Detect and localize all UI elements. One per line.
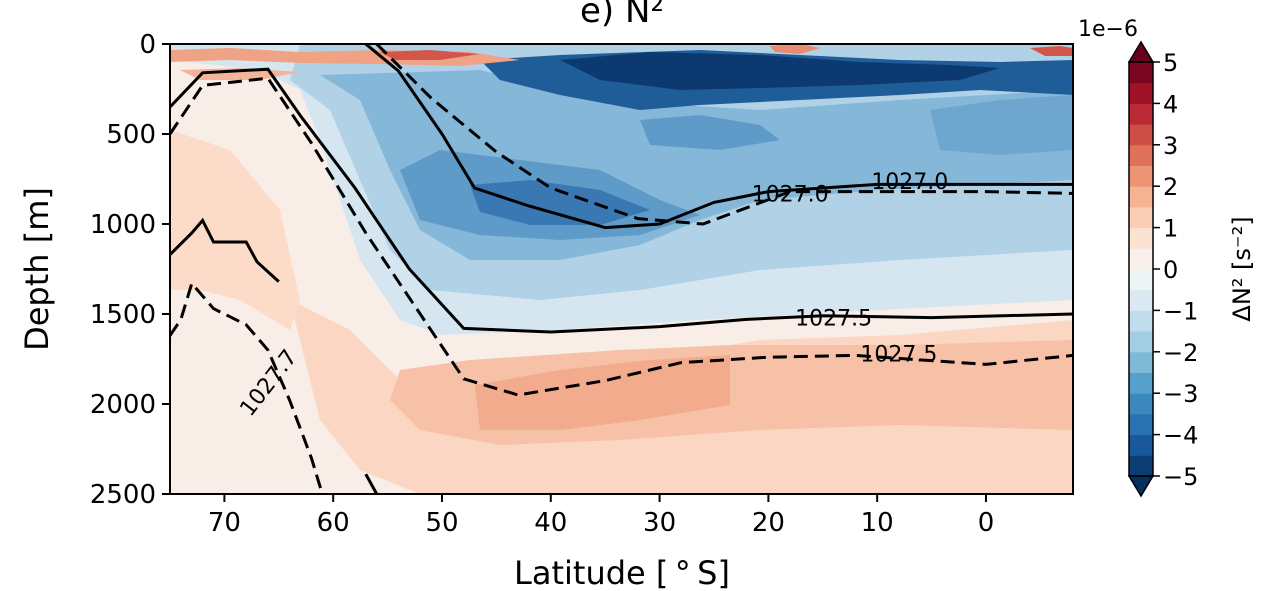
y-tick-label: 2500 <box>90 480 156 510</box>
contour-1027-5-solid <box>170 67 1073 334</box>
colorbar-extend-bottom <box>1127 475 1155 498</box>
colorbar-offset-text: 1e−6 <box>1078 17 1138 42</box>
contour-label: 1027.5 <box>795 307 872 332</box>
colorbar-tick-label: 0 <box>1163 256 1178 284</box>
colorbar-level <box>1129 82 1153 104</box>
contour-lines <box>170 44 1073 494</box>
y-tick-label: 1500 <box>90 300 156 330</box>
filled-contours <box>170 44 1073 494</box>
colorbar-level <box>1129 310 1153 332</box>
colorbar-level <box>1129 186 1153 208</box>
colorbar-tick-label: −3 <box>1163 380 1198 408</box>
colorbar-tick-label: −5 <box>1163 463 1198 491</box>
field-left-positive <box>170 130 300 330</box>
field-surface-positive-3 <box>1030 46 1073 56</box>
x-tick-label: 20 <box>752 508 785 538</box>
y-tick-label: 0 <box>139 30 156 60</box>
colorbar-tick-label: 3 <box>1163 132 1178 160</box>
colorbar-level <box>1129 413 1153 436</box>
colorbar-level <box>1129 393 1153 415</box>
colorbar-level <box>1129 434 1153 456</box>
contour-label: 1027.0 <box>752 182 829 207</box>
x-tick-label: 70 <box>208 508 241 538</box>
x-tick-label: 50 <box>425 508 458 538</box>
x-tick-label: 60 <box>317 508 350 538</box>
colorbar-tick-label: −2 <box>1163 339 1198 367</box>
field-negative-right <box>930 95 1073 155</box>
x-tick-label: 0 <box>978 508 995 538</box>
colorbar-level <box>1129 227 1153 249</box>
colorbar-tick-label: 1 <box>1163 215 1178 243</box>
colorbar-label: ΔN² [s⁻²] <box>1228 216 1256 321</box>
contour-1027-0-dashed <box>375 44 1073 226</box>
colorbar: 5 4 3 2 1 0 −1 −2 −3 −4 −5 1e−6 ΔN² [s⁻²] <box>1078 17 1256 498</box>
colorbar-level <box>1129 103 1153 125</box>
colorbar-level <box>1129 62 1153 84</box>
colorbar-level <box>1129 455 1153 477</box>
contour-1027-0-solid <box>364 44 1073 230</box>
colorbar-level <box>1129 144 1153 166</box>
y-tick-label: 1000 <box>90 210 156 240</box>
colorbar-level <box>1129 206 1153 229</box>
colorbar-level <box>1129 165 1153 187</box>
colorbar-level <box>1129 248 1153 270</box>
field-surface-negative-dark <box>560 52 1000 90</box>
field-deep-positive-3 <box>475 355 730 430</box>
colorbar-level <box>1129 351 1153 373</box>
colorbar-level <box>1129 372 1153 394</box>
contour-deep-fragment <box>364 473 379 494</box>
x-axis-label: Latitude [ ° S] <box>514 554 730 591</box>
contour-label: 1027.0 <box>871 170 948 195</box>
contour-1027-5-dashed <box>170 76 1073 397</box>
colorbar-tick-label: −1 <box>1163 297 1198 325</box>
y-tick-label: 500 <box>106 120 156 150</box>
y-tick-label: 2000 <box>90 390 156 420</box>
x-tick-label: 30 <box>643 508 676 538</box>
colorbar-tick-label: 2 <box>1163 173 1178 201</box>
field-surface-positive-4 <box>770 44 820 54</box>
axes-frame <box>169 43 1074 495</box>
colorbar-level <box>1129 289 1153 311</box>
x-tick-label: 10 <box>861 508 894 538</box>
colorbar-tick-label: −4 <box>1163 422 1198 450</box>
colorbar-level <box>1129 331 1153 353</box>
y-axis-ticks: 0 500 1000 1500 2000 2500 <box>90 30 170 510</box>
plot-area <box>170 44 1073 494</box>
colorbar-tick-label: 4 <box>1163 90 1178 118</box>
x-axis-ticks: 70 60 50 40 30 20 10 0 <box>208 494 994 538</box>
colorbar-level <box>1129 269 1153 291</box>
colorbar-ticks: 5 4 3 2 1 0 −1 −2 −3 −4 −5 <box>1153 49 1198 491</box>
contour-1027-7-solid <box>170 217 280 283</box>
y-axis-label: Depth [m] <box>18 187 56 351</box>
contour-label: 1027.5 <box>860 343 937 368</box>
field-negative-5 <box>470 180 650 225</box>
colorbar-level <box>1129 124 1153 146</box>
colorbar-swatches <box>1129 62 1153 477</box>
field-surface-positive-2 <box>380 50 480 60</box>
colorbar-extend-top <box>1127 40 1155 63</box>
contour-1027-7-dashed <box>170 280 324 494</box>
chart-title: e) N² <box>580 0 664 31</box>
colorbar-tick-label: 5 <box>1163 49 1178 77</box>
x-tick-label: 40 <box>534 508 567 538</box>
field-negative-mid <box>640 115 780 150</box>
